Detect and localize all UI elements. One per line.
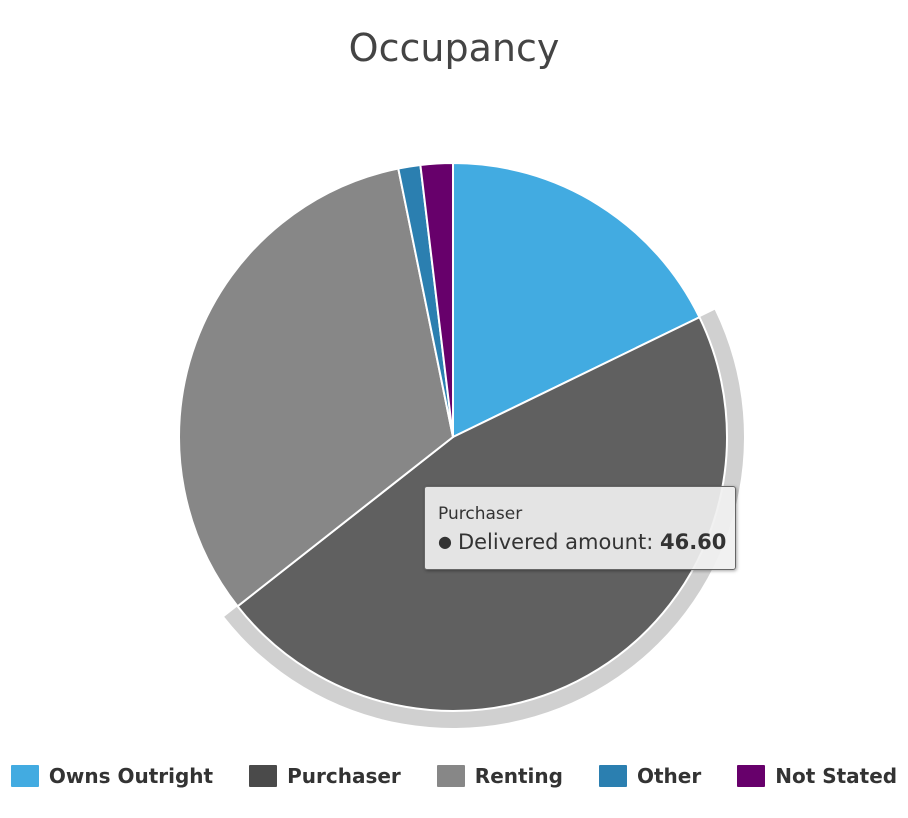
tooltip-value-line: ● Delivered amount: 46.60 — [438, 527, 735, 557]
tooltip-series-name: Purchaser — [438, 504, 523, 524]
legend-swatch — [598, 765, 627, 787]
legend-label: Renting — [474, 764, 563, 788]
tooltip-label: Delivered amount: — [457, 530, 654, 554]
legend-label: Owns Outright — [48, 764, 214, 788]
tooltip-value: 46.60 — [659, 530, 727, 554]
legend-swatch — [249, 765, 278, 787]
legend-label: Other — [636, 764, 702, 788]
legend-swatch — [436, 765, 465, 787]
chart-title: Occupancy — [348, 26, 560, 70]
legend-swatch — [10, 765, 39, 787]
legend-label: Purchaser — [287, 764, 401, 788]
pie-slices — [178, 162, 744, 728]
legend-item-owns-outright[interactable]: Owns Outright — [10, 764, 214, 788]
legend: Owns Outright Purchaser Renting Other No… — [0, 762, 908, 790]
legend-item-purchaser[interactable]: Purchaser — [249, 764, 401, 788]
tooltip-bullet-icon: ● — [438, 532, 452, 551]
legend-item-not-stated[interactable]: Not Stated — [737, 764, 897, 788]
pie-slice-renting[interactable] — [178, 167, 454, 608]
tooltip: Purchaser ● Delivered amount: 46.60 — [424, 486, 736, 570]
pie-slice-not-stated[interactable] — [419, 162, 454, 438]
legend-item-renting[interactable]: Renting — [436, 764, 563, 788]
legend-swatch — [737, 765, 766, 787]
pie-slice-owns-outright[interactable] — [452, 162, 701, 438]
legend-label: Not Stated — [775, 764, 898, 788]
legend-item-other[interactable]: Other — [598, 764, 702, 788]
